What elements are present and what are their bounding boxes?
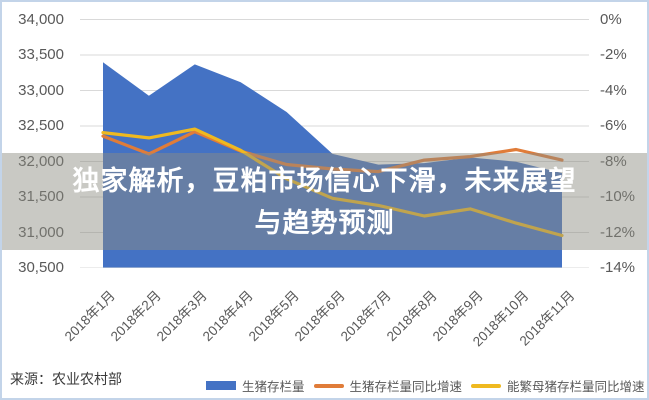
y-axis-label-left: 34,000 [18, 10, 64, 28]
legend: 生猪存栏量 生猪存栏量同比增速 能繁母猪存栏量同比增速 [206, 376, 647, 395]
legend-item-sow-yoy: 能繁母猪存栏量同比增速 [471, 376, 645, 395]
area-series-swatch [206, 381, 236, 390]
source-label: 来源：农业农村部 [10, 371, 122, 387]
plot-area [80, 19, 589, 268]
legend-item-pig-yoy: 生猪存栏量同比增速 [313, 376, 463, 395]
legend-label: 生猪存栏量 [242, 380, 305, 394]
line-series-sow-yoy [101, 127, 564, 238]
y-axis-label-right: -10% [600, 188, 636, 205]
y-axis-label-left: 33,500 [18, 46, 64, 63]
line-series-pig-yoy [101, 130, 564, 174]
y-axis-label-left: 33,000 [18, 81, 64, 99]
y-axis-label-left: 31,000 [18, 223, 64, 241]
legend-label: 生猪存栏量同比增速 [349, 380, 463, 394]
overlay-title-line2: 与趋势预测 [254, 207, 395, 238]
y-axis-label-right: -12% [600, 223, 636, 241]
area-series-pig-inventory [103, 62, 562, 268]
y-axis-label-right: 0% [600, 10, 622, 28]
y-axis-label-right: -4% [600, 81, 627, 99]
y-axis-label-left: 32,500 [18, 117, 64, 134]
line-series-swatch [471, 383, 502, 388]
y-axis-label-left: 30,500 [18, 259, 64, 276]
y-axis-label-right: -14% [600, 259, 636, 276]
title-overlay-banner: 独家解析，豆粕市场信心下滑，未来展望 与趋势预测 [2, 153, 647, 250]
y-axis-label-right: -2% [600, 46, 627, 63]
y-axis-label-right: -6% [600, 117, 627, 134]
y-axis-label-left: 31,500 [18, 188, 64, 205]
line-series-swatch [313, 383, 344, 388]
overlay-title-line1: 独家解析，豆粕市场信心下滑，未来展望 [72, 165, 577, 196]
y-axis-label-left: 32,000 [18, 152, 64, 170]
legend-item-pig-inventory: 生猪存栏量 [206, 376, 305, 395]
legend-label: 能繁母猪存栏量同比增速 [507, 380, 645, 394]
y-axis-label-right: -8% [600, 152, 627, 170]
